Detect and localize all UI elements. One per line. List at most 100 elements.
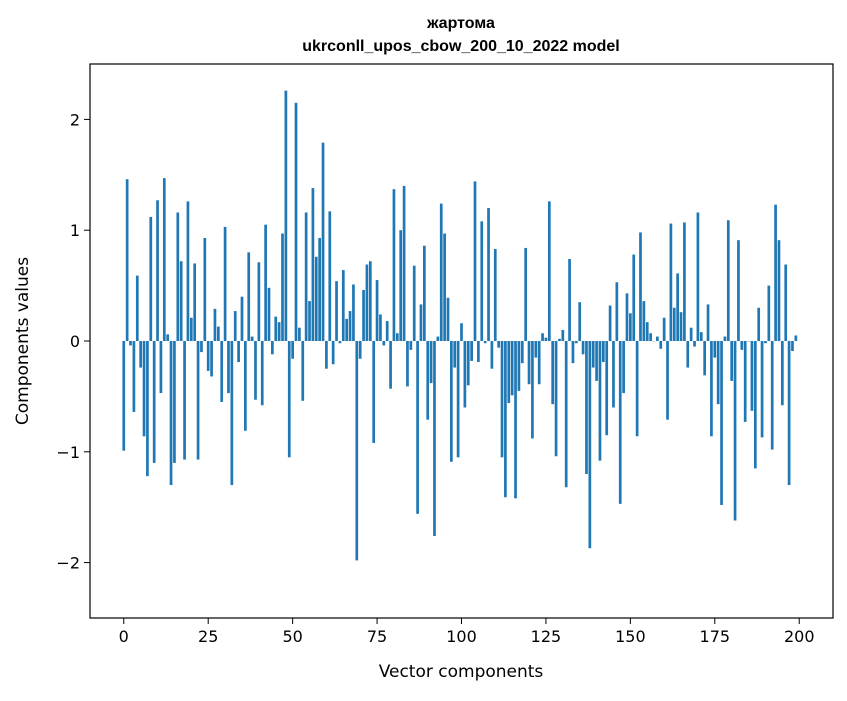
bar [558,339,561,341]
y-tick-label: 1 [70,221,80,240]
bar [588,341,591,548]
bar [237,341,240,362]
bar [778,240,781,341]
bar [430,341,433,383]
bar [264,225,267,341]
x-tick-label: 125 [531,627,562,646]
bar [707,304,710,341]
bar [521,341,524,363]
bar [187,201,190,341]
bar [413,266,416,341]
bar [203,238,206,341]
x-tick-label: 0 [119,627,129,646]
bar [278,322,281,341]
bar [680,312,683,341]
bar [369,261,372,341]
bar [149,217,152,341]
bar [268,288,271,341]
bar [548,201,551,341]
bar [599,341,602,461]
bar [487,208,490,341]
bar [176,212,179,341]
bar [585,341,588,474]
bar [761,341,764,437]
bar [690,328,693,341]
bar [656,337,659,341]
bar [443,234,446,341]
bar [332,341,335,364]
bar [170,341,173,485]
bar [791,341,794,351]
bar [197,341,200,460]
bar [561,330,564,341]
bar [464,341,467,407]
bar [703,341,706,375]
bar [318,238,321,341]
bar [575,341,578,343]
bar [220,341,223,402]
bar [308,301,311,341]
bar [538,341,541,384]
bar [518,341,521,391]
x-tick-label: 75 [367,627,387,646]
bar [663,318,666,341]
bar [480,221,483,341]
bar [670,224,673,341]
bar [183,341,186,460]
bar [572,341,575,363]
bar [767,286,770,341]
bar [352,284,355,341]
bar [484,341,487,343]
bar [139,341,142,368]
bar [328,211,331,341]
bar [254,341,257,400]
bar [511,341,514,395]
bar [717,341,720,404]
bar [713,341,716,358]
bar [541,333,544,341]
bar [781,341,784,405]
bar [534,341,537,358]
bar [531,341,534,439]
bar [470,341,473,361]
bar [345,319,348,341]
bar [440,204,443,341]
bar [491,341,494,369]
bar [166,334,169,341]
y-tick-label: 2 [70,110,80,129]
bar [285,91,288,341]
bar [643,301,646,341]
y-axis-label: Components values [13,257,33,425]
bar [322,143,325,341]
bar [457,341,460,457]
bar [372,341,375,443]
bar [379,314,382,341]
bar [764,341,767,343]
bar [734,341,737,521]
bar [697,212,700,341]
bar [241,297,244,341]
bar [146,341,149,476]
bar [389,341,392,389]
bar [133,341,136,412]
chart-title: жартома [426,15,495,32]
bar [200,341,203,352]
bar [312,188,315,341]
bar [291,341,294,359]
bar [339,341,342,343]
bar [578,302,581,341]
bar [673,308,676,341]
bar [565,341,568,487]
bar [507,341,510,403]
bar [136,276,139,341]
bar [700,332,703,341]
bar [406,341,409,386]
bar [403,186,406,341]
bar [592,341,595,368]
bar [453,341,456,368]
bar [602,341,605,362]
bar [629,313,632,341]
bar [646,322,649,341]
bar [234,311,237,341]
